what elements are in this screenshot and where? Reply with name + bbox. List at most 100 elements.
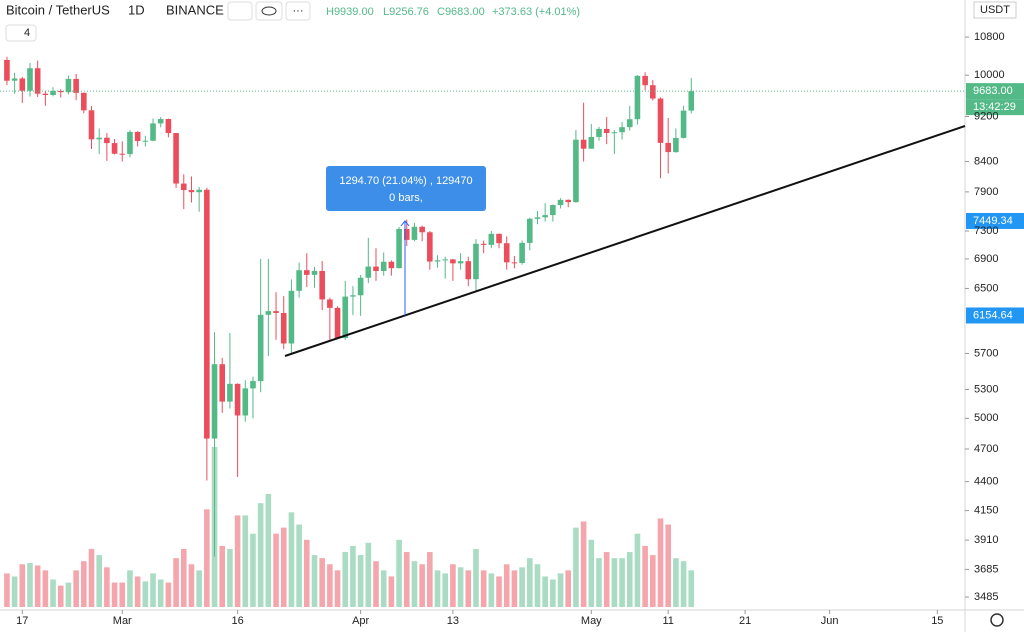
candle-body: [227, 383, 233, 402]
indicator-toggle[interactable]: [5, 24, 37, 42]
volume-bar: [588, 539, 595, 607]
candle-body: [204, 189, 210, 439]
volume-bar: [473, 548, 479, 607]
volume-bar: [365, 542, 372, 607]
volume-bar: [634, 533, 641, 607]
volume-bar: [327, 564, 333, 607]
candle-body: [234, 383, 241, 416]
volume-bar: [73, 570, 79, 607]
volume-bar: [580, 521, 587, 607]
candle-body: [350, 295, 356, 297]
interval[interactable]: 1D: [128, 2, 145, 17]
y-tick-label: 5700: [974, 347, 998, 359]
volume-bar: [619, 558, 625, 607]
volume-bar: [111, 582, 118, 607]
volume-bar: [250, 533, 256, 607]
last-price-box: [966, 83, 1024, 100]
candle-body: [304, 270, 310, 275]
candle-body: [180, 183, 187, 191]
candle-body: [88, 110, 95, 140]
settings-button[interactable]: [227, 1, 253, 21]
volume-bar: [227, 548, 233, 607]
x-tick-label: 16: [231, 615, 243, 627]
volume-bar: [596, 558, 602, 607]
indicator-count: 4: [24, 27, 30, 39]
candle-body: [65, 78, 72, 93]
candle-body: [173, 133, 179, 184]
candle-body: [603, 128, 610, 134]
measure-bars: 0 bars,: [389, 192, 423, 204]
candle-body: [419, 226, 425, 233]
volume-bar: [27, 563, 33, 607]
x-tick-label: 21: [739, 615, 751, 627]
last-price-label: 9683.00: [973, 85, 1013, 97]
x-tick-label: 13: [447, 615, 459, 627]
volume-bar: [357, 555, 364, 607]
x-tick-label: 15: [931, 615, 943, 627]
candle-body: [611, 132, 618, 134]
candle-body: [657, 98, 664, 143]
y-tick-label: 3685: [974, 563, 998, 575]
volume-bar: [419, 564, 425, 607]
x-tick-label: May: [581, 615, 602, 627]
more-button[interactable]: [285, 1, 311, 21]
candle-body: [19, 78, 26, 91]
candle-body: [511, 262, 518, 264]
x-tick-label: Apr: [352, 615, 369, 627]
y-tick-label: 5000: [974, 412, 998, 424]
volume-bar: [534, 564, 541, 607]
countdown: 13:42:29: [973, 101, 1016, 113]
candle-body: [250, 381, 256, 389]
visibility-button[interactable]: [255, 1, 283, 21]
volume-bar: [565, 570, 572, 607]
y-tick-label: 5300: [974, 383, 998, 395]
candle-body: [488, 233, 495, 245]
volume-bar: [11, 576, 18, 607]
y-tick-label: 10800: [974, 31, 1005, 43]
candle-body: [119, 153, 126, 155]
volume-bar: [242, 515, 249, 607]
candle-body: [434, 260, 441, 262]
y-tick-label: 8400: [974, 155, 998, 167]
y-tick-label: 4150: [974, 504, 998, 516]
volume-bar: [319, 558, 325, 607]
candle-body: [165, 118, 172, 134]
candle-body: [542, 215, 548, 218]
candle-body: [342, 296, 349, 338]
volume-bar: [557, 573, 564, 607]
measure-arrow: [400, 220, 410, 227]
overlay-layer: 9683.00 13:42:29 6154.64 7449.34 1294.70 (21…: [0, 83, 1024, 324]
y-tick-label: 7900: [974, 186, 998, 198]
candle-body: [442, 259, 449, 261]
settings-gear[interactable]: [990, 613, 1004, 627]
volume-bar: [157, 579, 164, 607]
candle-body: [557, 199, 564, 206]
candle-body: [42, 93, 49, 95]
candle-body: [196, 189, 202, 193]
volume-bar: [373, 561, 379, 607]
exchange[interactable]: BINANCE: [166, 2, 224, 17]
y-tick-label: 3910: [974, 534, 998, 546]
candle-body: [319, 270, 325, 300]
candle-body: [111, 143, 118, 154]
candle-body: [503, 243, 510, 263]
symbol[interactable]: Bitcoin / TetherUS: [6, 2, 110, 17]
volume-bar: [142, 581, 149, 607]
x-tick-label: 11: [662, 615, 673, 627]
volume-bar: [542, 576, 548, 607]
y-tick-label: 7300: [974, 225, 998, 237]
y-tick-label: 10000: [974, 69, 1005, 81]
candle-body: [465, 261, 472, 280]
volume-bar: [96, 555, 102, 607]
volume-bar: [334, 570, 341, 607]
measure-tooltip: [326, 166, 486, 211]
volume-bar: [488, 573, 495, 607]
trend-line[interactable]: [284, 125, 966, 357]
volume-bar: [526, 558, 533, 607]
candle-body: [626, 119, 633, 128]
currency-box[interactable]: [973, 1, 1017, 19]
volume-bar: [234, 515, 241, 607]
measure-price-box: [966, 212, 1024, 229]
volume-bar: [204, 509, 210, 607]
